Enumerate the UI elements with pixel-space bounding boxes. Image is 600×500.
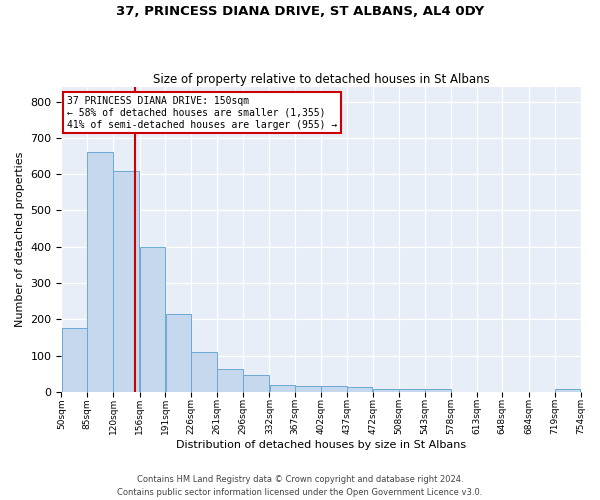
Bar [399,389,425,392]
Bar [217,369,242,392]
Y-axis label: Number of detached properties: Number of detached properties [15,152,25,327]
Bar [62,328,87,392]
Bar [347,386,373,392]
Bar [373,388,399,392]
Bar [166,314,191,392]
Bar [140,246,165,392]
Text: Contains HM Land Registry data © Crown copyright and database right 2024.
Contai: Contains HM Land Registry data © Crown c… [118,475,482,497]
Bar [555,389,580,392]
Bar [243,375,269,392]
Bar [191,352,217,392]
Bar [113,172,139,392]
Bar [295,386,321,392]
X-axis label: Distribution of detached houses by size in St Albans: Distribution of detached houses by size … [176,440,466,450]
Bar [269,384,295,392]
Bar [321,386,347,392]
Bar [425,390,451,392]
Bar [88,152,113,392]
Text: 37, PRINCESS DIANA DRIVE, ST ALBANS, AL4 0DY: 37, PRINCESS DIANA DRIVE, ST ALBANS, AL4… [116,5,484,18]
Text: 37 PRINCESS DIANA DRIVE: 150sqm
← 58% of detached houses are smaller (1,355)
41%: 37 PRINCESS DIANA DRIVE: 150sqm ← 58% of… [67,96,337,130]
Title: Size of property relative to detached houses in St Albans: Size of property relative to detached ho… [152,73,490,86]
